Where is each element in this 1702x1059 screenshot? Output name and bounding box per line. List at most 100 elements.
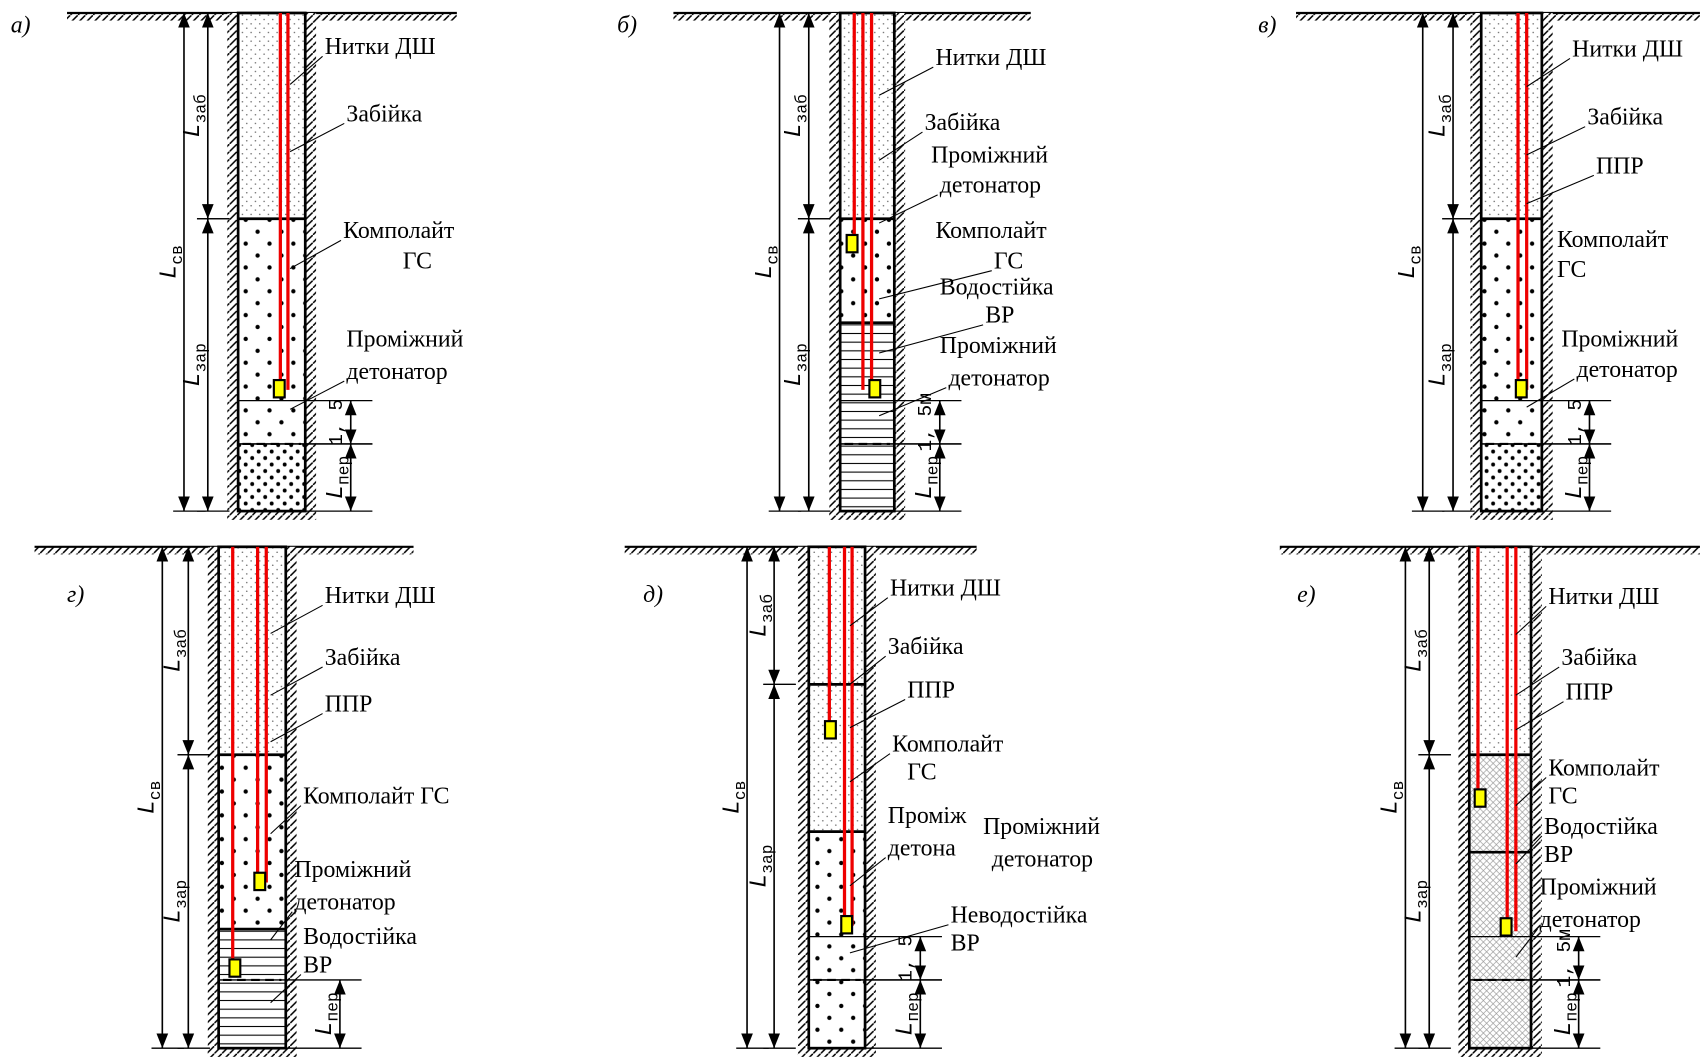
fill-layer bbox=[238, 218, 306, 444]
dim-label: Lзаб bbox=[746, 594, 776, 638]
leader bbox=[849, 857, 886, 887]
callout-text: Водостійка bbox=[940, 275, 1054, 301]
callout-text: Комполайт bbox=[343, 218, 455, 244]
wall-hatch bbox=[1531, 546, 1542, 1057]
dim-label: Lсв bbox=[156, 245, 186, 279]
callout-text: Проміжний bbox=[1540, 874, 1657, 900]
detonator bbox=[845, 233, 859, 254]
dim-sub: св bbox=[1389, 781, 1408, 801]
dim-base: L bbox=[156, 265, 183, 279]
detonator bbox=[1473, 788, 1487, 808]
ground-hatch bbox=[905, 12, 1031, 21]
callout-text: ГС bbox=[1557, 257, 1586, 283]
dim-base: L bbox=[1562, 485, 1589, 499]
ground-hatch bbox=[1296, 12, 1471, 21]
ground-hatch bbox=[67, 12, 228, 21]
leader bbox=[289, 239, 342, 270]
ground-hatch bbox=[296, 546, 414, 555]
fill-layer bbox=[840, 12, 895, 219]
callout-text: Водостійка bbox=[1544, 814, 1658, 840]
callout-text: Комполайт ГС bbox=[303, 783, 449, 809]
dim-base: L bbox=[312, 1022, 339, 1036]
callout-text: Нитки ДШ bbox=[935, 45, 1046, 71]
callout-text: Забійка bbox=[1561, 645, 1637, 671]
wall-hatch bbox=[829, 12, 841, 520]
leader bbox=[289, 380, 345, 410]
wall-hatch bbox=[1470, 511, 1553, 520]
dim-sub: заб bbox=[1413, 629, 1432, 658]
dim-label: Lсв bbox=[1378, 781, 1408, 815]
dim-label: Lзаб bbox=[781, 94, 811, 138]
dim-sub: св bbox=[1407, 245, 1426, 265]
leader bbox=[879, 324, 984, 354]
leader bbox=[878, 66, 934, 96]
wall-hatch bbox=[227, 12, 239, 520]
leader bbox=[1515, 605, 1547, 635]
leader bbox=[1515, 777, 1547, 807]
leader bbox=[878, 131, 923, 161]
dim-base: L bbox=[781, 372, 808, 386]
callout-text: Комполайт bbox=[892, 731, 1004, 757]
dim-base: L bbox=[746, 623, 773, 637]
dim-base: L bbox=[912, 485, 939, 499]
dim-base: L bbox=[1395, 265, 1422, 279]
dim-base: L bbox=[180, 123, 207, 137]
callout-text: детонатор bbox=[346, 359, 447, 385]
callout-text: ППР bbox=[907, 677, 955, 703]
dim-label: Lпер bbox=[312, 992, 342, 1036]
fill-layer bbox=[808, 684, 866, 832]
dim-base: L bbox=[323, 485, 350, 499]
wall-hatch bbox=[1458, 1048, 1542, 1057]
wall-hatch bbox=[207, 1048, 297, 1057]
dim-sub: пер bbox=[1573, 456, 1592, 485]
callout-text: Проміжний bbox=[294, 857, 411, 883]
dim-base: 1, 5 bbox=[1565, 399, 1587, 446]
callout-text: ГС bbox=[403, 249, 432, 275]
detonator bbox=[1514, 378, 1528, 399]
detonator bbox=[253, 871, 267, 892]
detonator bbox=[868, 378, 882, 399]
ground-hatch bbox=[1541, 546, 1700, 555]
dim-base: 1, 5м bbox=[915, 393, 937, 451]
dim-base: L bbox=[893, 1022, 920, 1036]
callout-text: Проміжний bbox=[940, 333, 1057, 359]
leader bbox=[270, 604, 323, 634]
callout-text: ППР bbox=[1566, 680, 1614, 706]
callout-text: Комполайт bbox=[1548, 755, 1660, 781]
leader bbox=[1515, 928, 1538, 958]
dim-sub: пер bbox=[904, 992, 923, 1021]
dim-sub: зар bbox=[793, 343, 812, 372]
ground-hatch bbox=[316, 12, 457, 21]
callout-text: детонатор bbox=[940, 173, 1041, 199]
fill-layer bbox=[808, 546, 866, 685]
callout-text: детонатор bbox=[948, 365, 1049, 391]
callout-text: ВР bbox=[951, 931, 980, 957]
leader bbox=[270, 805, 302, 835]
dim-label: Lпер bbox=[1562, 456, 1592, 500]
panel-label: б) bbox=[617, 12, 637, 38]
dim-base: 1, 5 bbox=[896, 935, 918, 982]
fill-layer bbox=[218, 546, 286, 755]
callout-text: ГС bbox=[1548, 783, 1577, 809]
callout-text: детонатор bbox=[1576, 357, 1677, 383]
fill-layer bbox=[218, 754, 286, 930]
wall-hatch bbox=[305, 12, 317, 520]
callout-text: ГС bbox=[907, 760, 936, 786]
dim-sub: св bbox=[146, 781, 165, 801]
ground-hatch bbox=[1552, 12, 1700, 21]
callout-text: Забійка bbox=[325, 645, 401, 671]
callout-text: Водостійка bbox=[303, 924, 417, 950]
dim-sub: заб bbox=[1437, 94, 1456, 123]
dim-label: Lпер bbox=[893, 992, 923, 1036]
dim-base: L bbox=[719, 800, 746, 814]
dim-base: L bbox=[746, 874, 773, 888]
dim-sub: пер bbox=[324, 992, 343, 1021]
leader bbox=[270, 666, 323, 696]
leader bbox=[849, 597, 889, 627]
fill-layer bbox=[840, 322, 895, 512]
detonator bbox=[823, 720, 837, 740]
leader bbox=[1515, 666, 1560, 696]
